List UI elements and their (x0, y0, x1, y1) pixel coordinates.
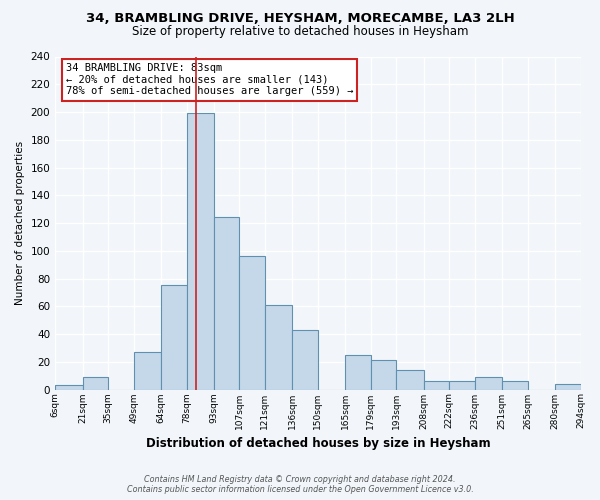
Bar (396, 370, 424, 390)
Bar (345, 355, 371, 390)
Bar (55, 386, 83, 390)
Text: Size of property relative to detached houses in Heysham: Size of property relative to detached ho… (132, 25, 468, 38)
Bar (292, 330, 318, 390)
Bar (134, 352, 161, 390)
Bar (239, 256, 265, 390)
Bar (555, 384, 581, 390)
Bar (371, 360, 396, 390)
Bar (214, 218, 239, 390)
Text: 34 BRAMBLING DRIVE: 83sqm
← 20% of detached houses are smaller (143)
78% of semi: 34 BRAMBLING DRIVE: 83sqm ← 20% of detac… (65, 63, 353, 96)
Bar (161, 286, 187, 390)
Bar (424, 381, 449, 390)
Bar (449, 381, 475, 390)
Bar (265, 305, 292, 390)
Bar (83, 377, 108, 390)
X-axis label: Distribution of detached houses by size in Heysham: Distribution of detached houses by size … (146, 437, 490, 450)
Bar (502, 381, 527, 390)
Bar (187, 114, 214, 390)
Text: 34, BRAMBLING DRIVE, HEYSHAM, MORECAMBE, LA3 2LH: 34, BRAMBLING DRIVE, HEYSHAM, MORECAMBE,… (86, 12, 514, 26)
Bar (475, 377, 502, 390)
Y-axis label: Number of detached properties: Number of detached properties (15, 141, 25, 305)
Text: Contains HM Land Registry data © Crown copyright and database right 2024.
Contai: Contains HM Land Registry data © Crown c… (127, 474, 473, 494)
